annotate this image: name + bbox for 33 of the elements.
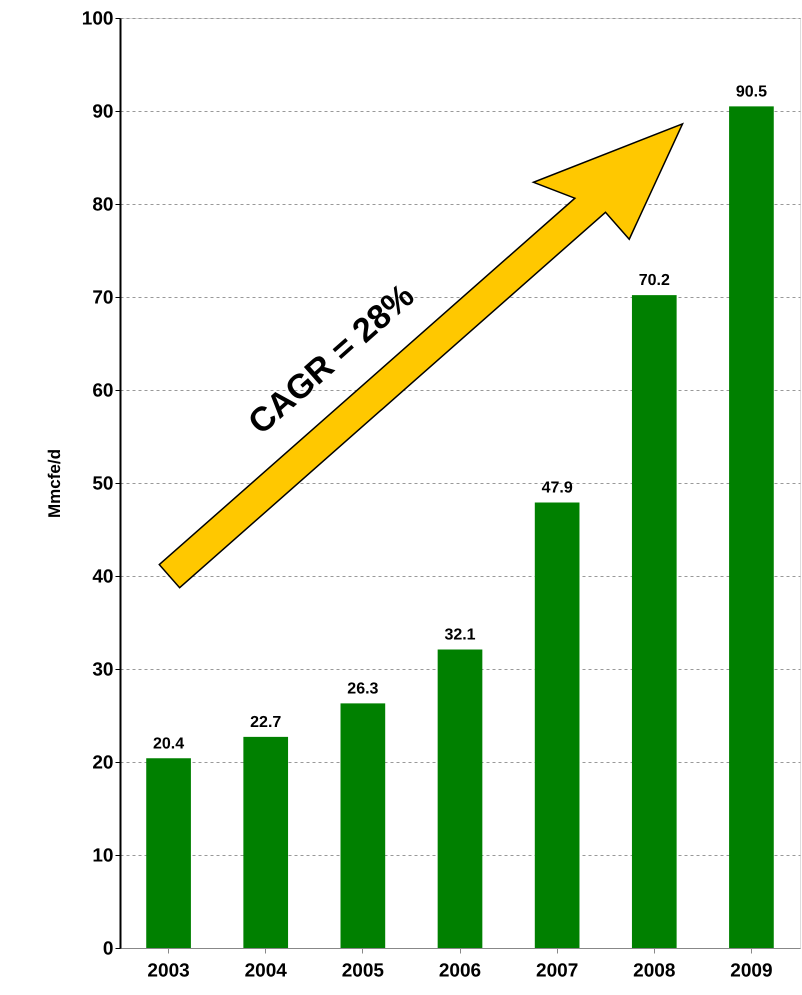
data-label: 32.1: [444, 626, 476, 644]
x-tick-label: 2003: [147, 960, 190, 982]
y-tick-label: 0: [102, 938, 114, 960]
data-label: 70.2: [638, 272, 670, 290]
y-tick-label: 40: [92, 566, 114, 588]
bar: [729, 106, 774, 948]
y-tick-label: 50: [92, 474, 114, 494]
y-tick-label: 70: [92, 288, 114, 308]
y-tick-label: 100: [82, 8, 114, 30]
data-label: 22.7: [250, 714, 282, 731]
x-tick-label: 2005: [342, 960, 384, 982]
y-tick-label: 20: [92, 752, 114, 774]
x-tick-label: 2007: [536, 960, 578, 982]
bar: [243, 736, 288, 948]
y-tick-label: 80: [92, 194, 114, 216]
data-label: 90.5: [736, 83, 768, 100]
y-tick-label: 90: [92, 102, 114, 122]
data-label: 47.9: [542, 480, 573, 497]
bar: [438, 649, 482, 948]
y-axis-title: Mmcfe/d: [44, 449, 64, 518]
y-tick-label: 30: [92, 660, 114, 680]
bar: [632, 295, 677, 948]
x-tick-label: 2004: [244, 960, 288, 982]
x-tick-label: 2008: [633, 960, 676, 982]
data-label: 26.3: [347, 680, 379, 698]
y-tick-label: 60: [92, 380, 114, 402]
bar: [534, 502, 580, 948]
bar: [340, 703, 386, 948]
bar: [146, 758, 191, 948]
x-tick-label: 2009: [730, 960, 773, 982]
data-label: 20.4: [153, 735, 184, 752]
y-tick-label: 10: [92, 846, 114, 866]
x-tick-label: 2006: [438, 960, 482, 982]
